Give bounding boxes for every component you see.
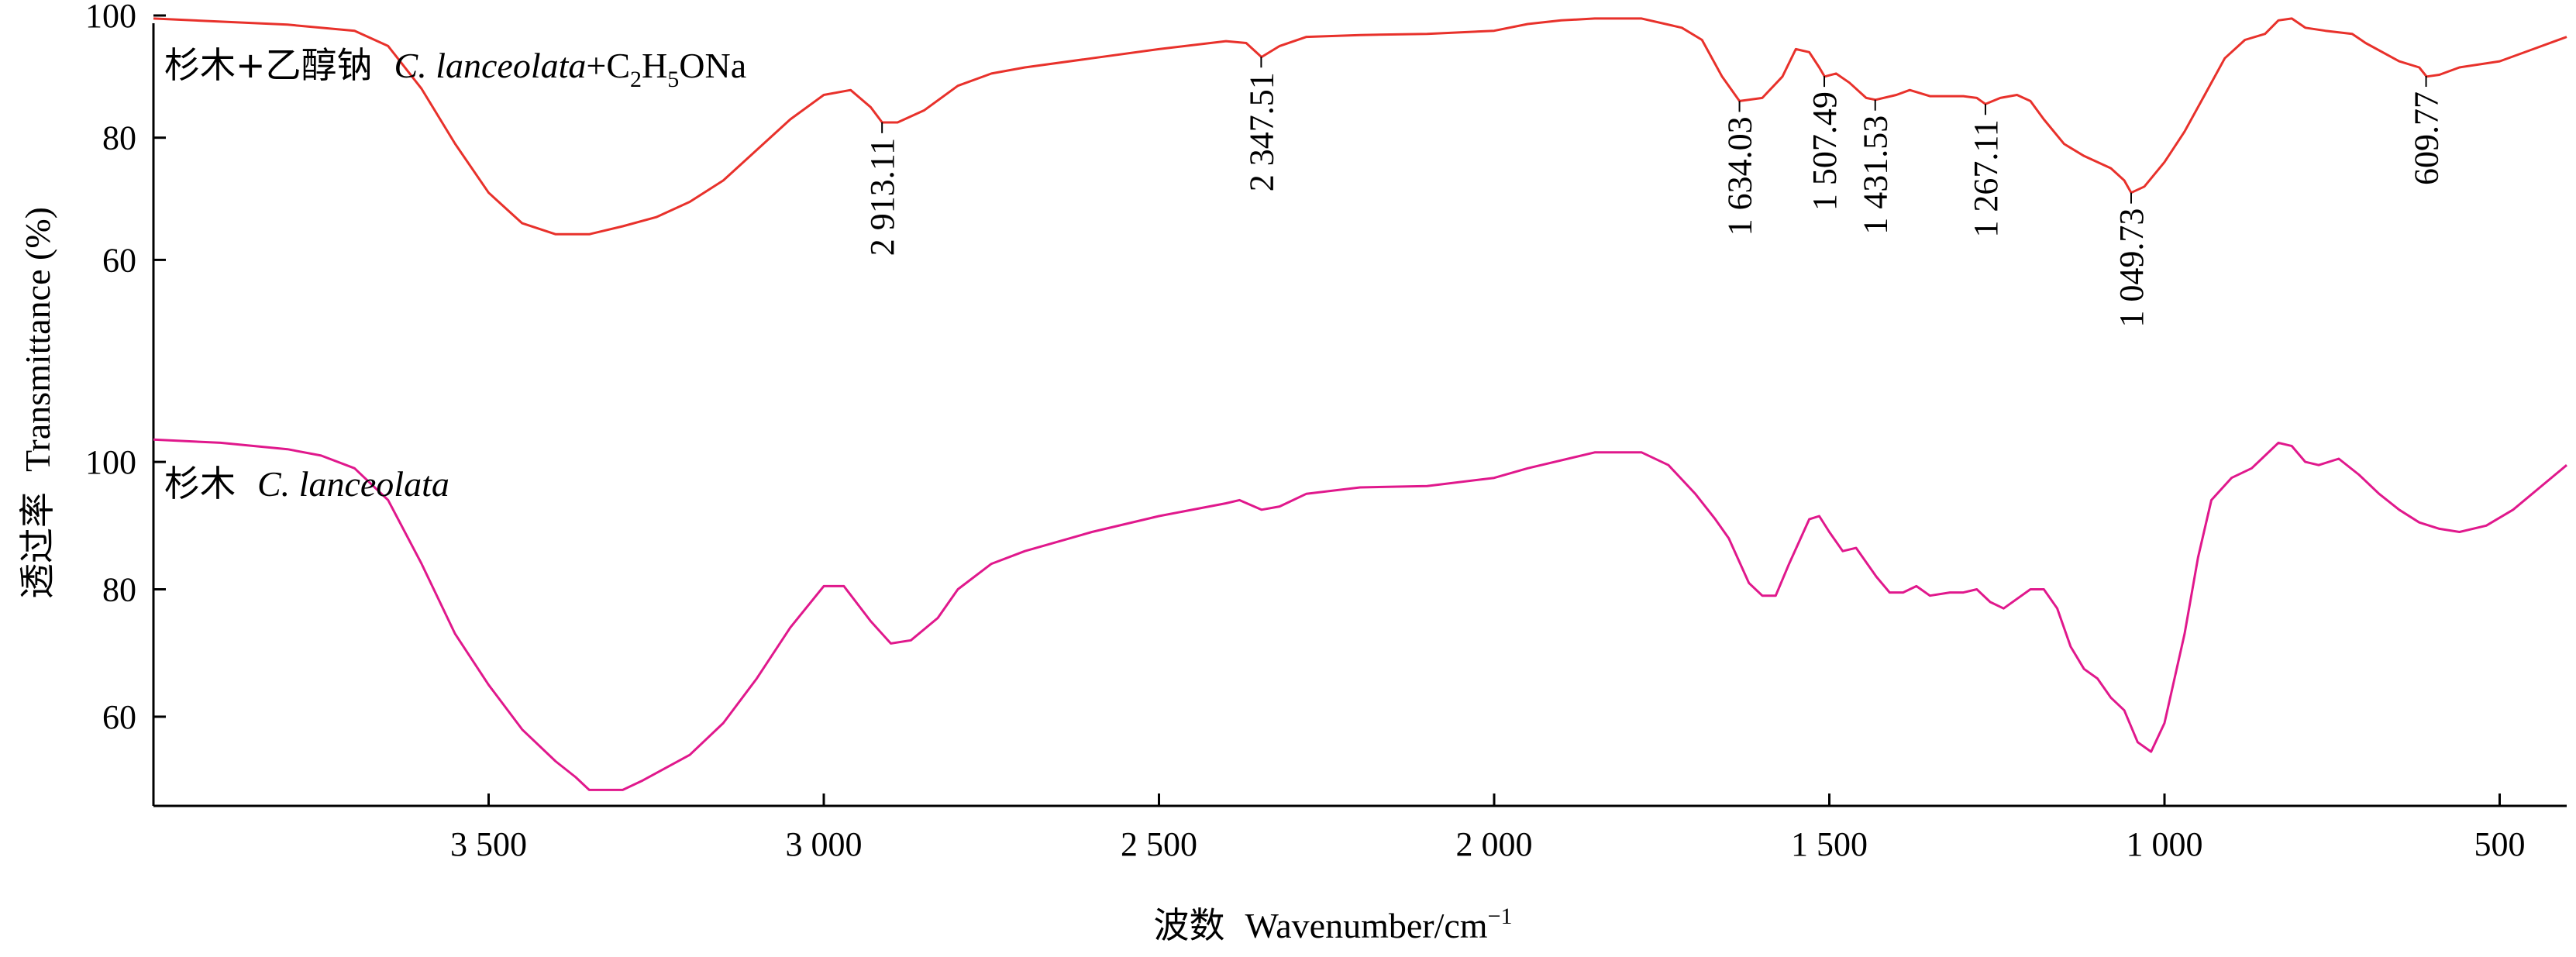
y-tick-label: 80 — [102, 119, 136, 157]
series-name-cn: 杉木 — [164, 463, 236, 504]
series-formula-part: 2 — [630, 67, 642, 92]
series-group — [153, 17, 2567, 791]
series-line-1 — [153, 438, 2567, 791]
x-tick-label: 1 500 — [1791, 825, 1868, 863]
axes: 3 500 3 000 2 500 2 000 1 500 1 000 500 100 80 60… — [85, 0, 2567, 863]
peak-label: 2 347.51 — [1242, 72, 1280, 191]
peak-label: 1 634.03 — [1721, 116, 1759, 236]
series-label-0: 杉木+乙醇钠 C. lanceolata+C2H5ONa — [164, 44, 746, 92]
series-formula-part: 5 — [667, 67, 679, 92]
x-tick-label: 3 500 — [450, 825, 527, 863]
peak-label: 2 913.11 — [863, 138, 901, 256]
y-tick-label: 60 — [102, 241, 136, 279]
y-tick-label: 60 — [102, 698, 136, 736]
series-name-cn: 杉木+乙醇钠 — [164, 44, 373, 86]
y-tick-label: 100 — [85, 0, 136, 35]
x-tick-label: 500 — [2474, 825, 2526, 863]
x-tick-label: 2 000 — [1456, 825, 1533, 863]
y-axis-title: 透过率Transmittance (%) — [16, 207, 58, 599]
y-tick-label: 80 — [102, 571, 136, 609]
peak-label: 609.77 — [2408, 91, 2446, 185]
peak-label: 1 507.49 — [1806, 91, 1844, 211]
series-label-1: 杉木 C. lanceolata — [164, 463, 449, 504]
series-name-en: C. lanceolata — [257, 464, 449, 504]
x-tick-label: 3 000 — [786, 825, 863, 863]
series-formula-part: H — [642, 46, 667, 85]
series-name-en: C. lanceolata — [394, 46, 587, 85]
y-tick-label: 100 — [85, 443, 136, 481]
labels: 2 913.11 2 347.51 1 634.03 1 507.49 1 431.53… — [16, 44, 2446, 946]
series-formula-part: +C — [586, 46, 630, 85]
x-tick-label: 1 000 — [2127, 825, 2203, 863]
peak-label: 1 049.73 — [2113, 208, 2151, 328]
peak-label: 1 267.11 — [1967, 119, 2005, 237]
x-tick-label: 2 500 — [1121, 825, 1197, 863]
series-formula-part: ONa — [679, 46, 746, 85]
x-axis-title: 波数 Wavenumber/cm−1 — [1154, 904, 1513, 946]
series-line-0 — [153, 17, 2567, 236]
peak-label: 1 431.53 — [1857, 115, 1895, 235]
